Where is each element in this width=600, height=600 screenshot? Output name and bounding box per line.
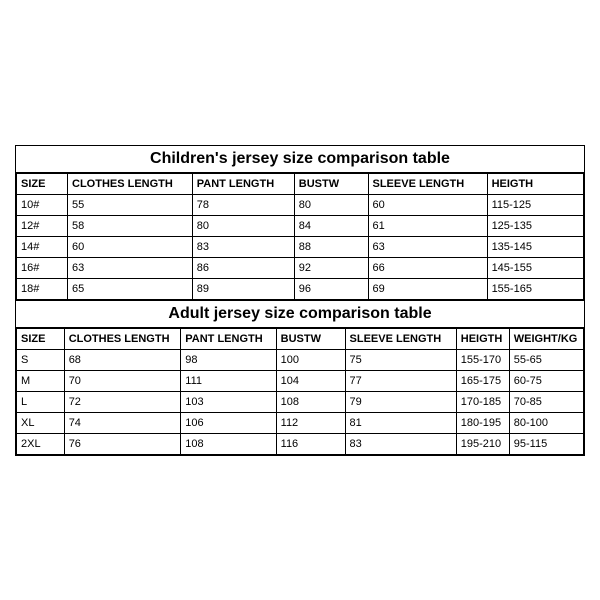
cell: 70 — [64, 370, 181, 391]
size-tables-container: Children's jersey size comparison table … — [15, 145, 585, 456]
cell: 63 — [368, 236, 487, 257]
table-row: 12# 58 80 84 61 125-135 — [17, 215, 584, 236]
cell: 135-145 — [487, 236, 583, 257]
cell: 68 — [64, 349, 181, 370]
children-size-table: SIZE CLOTHES LENGTH PANT LENGTH BUSTW SL… — [16, 173, 584, 300]
table-row: 16# 63 86 92 66 145-155 — [17, 257, 584, 278]
col-header: BUSTW — [294, 173, 368, 194]
col-header: SIZE — [17, 173, 68, 194]
cell: 111 — [181, 370, 276, 391]
table-row: 2XL 76 108 116 83 195-210 95-115 — [17, 433, 584, 454]
col-header: SIZE — [17, 328, 65, 349]
cell: 115-125 — [487, 194, 583, 215]
col-header: WEIGHT/KG — [509, 328, 583, 349]
cell: 108 — [181, 433, 276, 454]
table-header-row: SIZE CLOTHES LENGTH PANT LENGTH BUSTW SL… — [17, 173, 584, 194]
cell: 66 — [368, 257, 487, 278]
cell: 170-185 — [456, 391, 509, 412]
col-header: PANT LENGTH — [192, 173, 294, 194]
table-row: 14# 60 83 88 63 135-145 — [17, 236, 584, 257]
cell: 89 — [192, 278, 294, 299]
cell: 81 — [345, 412, 456, 433]
cell: 92 — [294, 257, 368, 278]
cell: S — [17, 349, 65, 370]
cell: 65 — [68, 278, 193, 299]
cell: 77 — [345, 370, 456, 391]
col-header: SLEEVE LENGTH — [345, 328, 456, 349]
cell: 78 — [192, 194, 294, 215]
cell: 14# — [17, 236, 68, 257]
cell: L — [17, 391, 65, 412]
cell: 86 — [192, 257, 294, 278]
cell: 83 — [192, 236, 294, 257]
cell: 106 — [181, 412, 276, 433]
cell: 95-115 — [509, 433, 583, 454]
cell: 16# — [17, 257, 68, 278]
cell: 103 — [181, 391, 276, 412]
table-header-row: SIZE CLOTHES LENGTH PANT LENGTH BUSTW SL… — [17, 328, 584, 349]
cell: 108 — [276, 391, 345, 412]
cell: 76 — [64, 433, 181, 454]
cell: 58 — [68, 215, 193, 236]
cell: 98 — [181, 349, 276, 370]
cell: 69 — [368, 278, 487, 299]
cell: 12# — [17, 215, 68, 236]
cell: 55 — [68, 194, 193, 215]
cell: 116 — [276, 433, 345, 454]
col-header: HEIGTH — [487, 173, 583, 194]
table-row: XL 74 106 112 81 180-195 80-100 — [17, 412, 584, 433]
cell: 75 — [345, 349, 456, 370]
cell: 145-155 — [487, 257, 583, 278]
cell: 60-75 — [509, 370, 583, 391]
cell: 60 — [68, 236, 193, 257]
col-header: CLOTHES LENGTH — [68, 173, 193, 194]
cell: 63 — [68, 257, 193, 278]
cell: 100 — [276, 349, 345, 370]
cell: 96 — [294, 278, 368, 299]
col-header: BUSTW — [276, 328, 345, 349]
table-row: L 72 103 108 79 170-185 70-85 — [17, 391, 584, 412]
cell: XL — [17, 412, 65, 433]
cell: 165-175 — [456, 370, 509, 391]
cell: 84 — [294, 215, 368, 236]
col-header: CLOTHES LENGTH — [64, 328, 181, 349]
cell: M — [17, 370, 65, 391]
cell: 60 — [368, 194, 487, 215]
cell: 155-170 — [456, 349, 509, 370]
table-row: S 68 98 100 75 155-170 55-65 — [17, 349, 584, 370]
cell: 18# — [17, 278, 68, 299]
col-header: SLEEVE LENGTH — [368, 173, 487, 194]
adult-table-title: Adult jersey size comparison table — [16, 300, 584, 328]
col-header: HEIGTH — [456, 328, 509, 349]
cell: 74 — [64, 412, 181, 433]
cell: 72 — [64, 391, 181, 412]
cell: 10# — [17, 194, 68, 215]
table-row: M 70 111 104 77 165-175 60-75 — [17, 370, 584, 391]
adult-size-table: SIZE CLOTHES LENGTH PANT LENGTH BUSTW SL… — [16, 328, 584, 455]
cell: 70-85 — [509, 391, 583, 412]
cell: 195-210 — [456, 433, 509, 454]
table-row: 10# 55 78 80 60 115-125 — [17, 194, 584, 215]
cell: 80 — [294, 194, 368, 215]
col-header: PANT LENGTH — [181, 328, 276, 349]
cell: 180-195 — [456, 412, 509, 433]
cell: 2XL — [17, 433, 65, 454]
cell: 88 — [294, 236, 368, 257]
cell: 112 — [276, 412, 345, 433]
cell: 80 — [192, 215, 294, 236]
table-row: 18# 65 89 96 69 155-165 — [17, 278, 584, 299]
cell: 155-165 — [487, 278, 583, 299]
children-table-title: Children's jersey size comparison table — [16, 146, 584, 173]
cell: 83 — [345, 433, 456, 454]
cell: 61 — [368, 215, 487, 236]
cell: 125-135 — [487, 215, 583, 236]
cell: 79 — [345, 391, 456, 412]
cell: 104 — [276, 370, 345, 391]
cell: 55-65 — [509, 349, 583, 370]
cell: 80-100 — [509, 412, 583, 433]
